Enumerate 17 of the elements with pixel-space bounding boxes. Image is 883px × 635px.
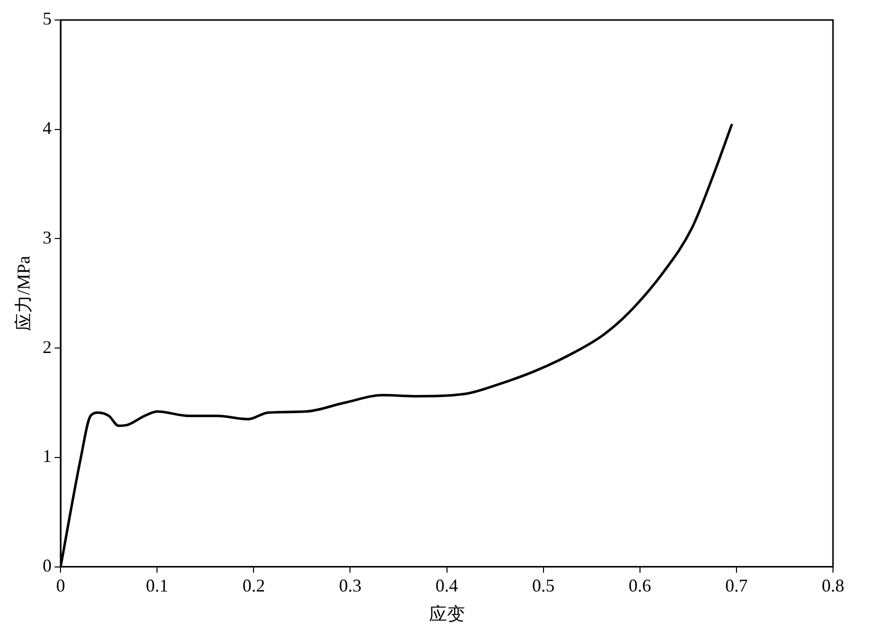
y-tick-label: 0 xyxy=(42,556,52,576)
x-tick-label: 0.4 xyxy=(436,575,458,596)
x-tick-label: 0.8 xyxy=(822,575,844,596)
x-tick-label: 0.6 xyxy=(628,575,652,596)
x-tick-label: 0.7 xyxy=(725,575,748,596)
y-tick-label: 4 xyxy=(42,118,52,138)
x-tick-label: 0.1 xyxy=(146,575,168,596)
y-tick-label: 1 xyxy=(42,446,52,466)
x-axis-title: 应变 xyxy=(428,604,465,624)
x-tick-label: 0.5 xyxy=(532,575,555,596)
y-tick-label: 5 xyxy=(42,8,52,29)
x-tick-label: 0.2 xyxy=(242,575,265,596)
y-axis-title: 应力/MPa xyxy=(14,256,34,331)
x-tick-label: 0.3 xyxy=(339,575,362,596)
x-tick-label: 0 xyxy=(56,575,66,596)
y-tick-label: 2 xyxy=(42,336,52,357)
y-tick-label: 3 xyxy=(42,227,52,248)
